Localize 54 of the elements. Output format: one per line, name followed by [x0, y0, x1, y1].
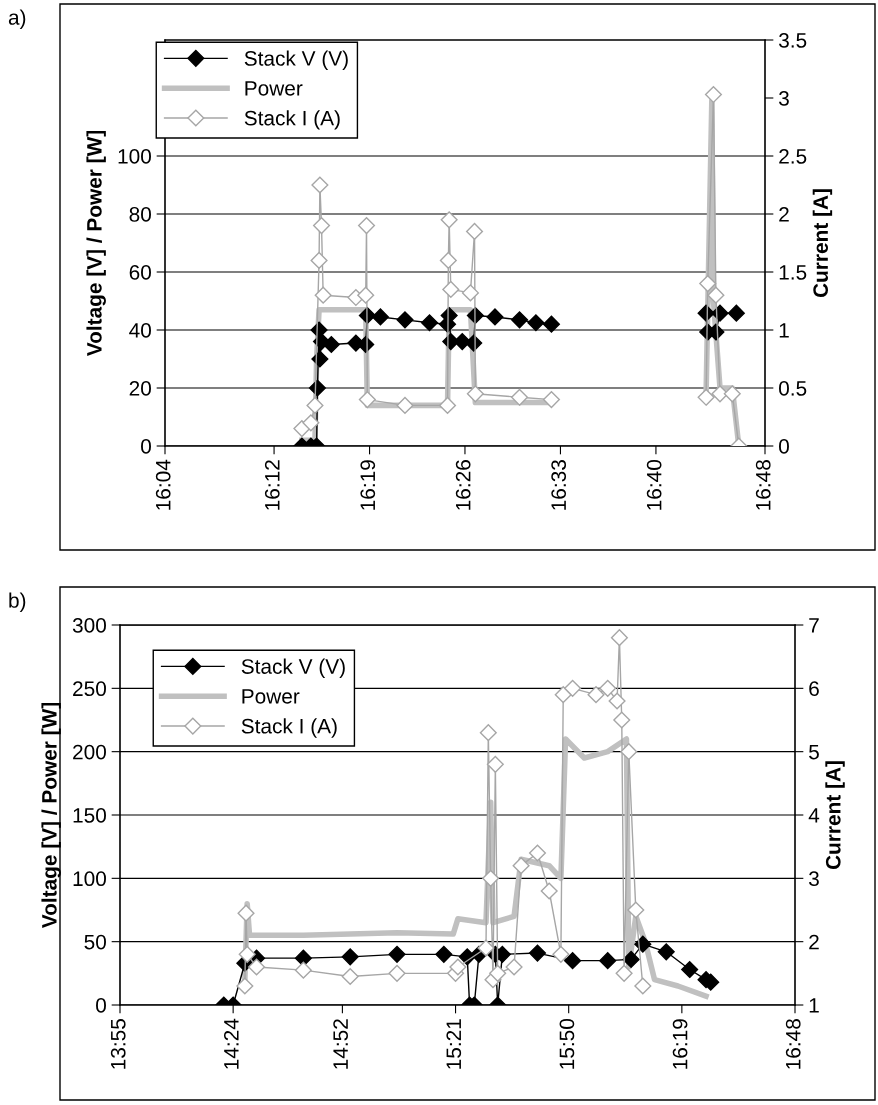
legend-label: Stack I (A) [241, 718, 337, 738]
y2-tick-label: 2 [809, 934, 819, 950]
y-tick-label: 200 [73, 744, 106, 760]
x-tick-label: 16:33 [551, 460, 567, 510]
text: b) [9, 592, 26, 612]
y2-tick-label: 2 [779, 207, 789, 222]
y-tick-label: 150 [73, 808, 106, 823]
y-axis-title: Voltage [V] / Power [W] [86, 130, 106, 357]
legend-label: Stack V (V) [244, 50, 348, 70]
x-tick-label: 15:50 [559, 1019, 575, 1069]
y2-tick-label: 3 [808, 871, 819, 887]
y2-tick-label: 4 [808, 808, 820, 823]
y-tick-label: 0 [141, 439, 151, 454]
y-tick-label: 60 [129, 265, 151, 280]
y2-axis-title: Current [A] [825, 761, 845, 870]
legend-label: Stack I (A) [244, 110, 340, 130]
y2-tick-label: 1 [779, 323, 789, 338]
x-tick-label: 16:19 [672, 1019, 688, 1069]
x-tick-label: 16:40 [646, 460, 662, 510]
y2-tick-label: 6 [809, 681, 819, 697]
y2-axis-title: Current [A] [812, 189, 833, 298]
y-tick-label: 40 [129, 323, 151, 338]
y-tick-label: 20 [129, 381, 151, 396]
x-tick-label: 16:04 [155, 459, 171, 510]
y2-tick-label: 3.5 [778, 33, 807, 48]
legend-label: Power [242, 689, 300, 704]
y2-tick-label: 0.5 [779, 381, 807, 396]
x-tick-label: 16:48 [785, 1019, 801, 1069]
y-tick-label: 80 [129, 207, 151, 222]
y2-tick-label: 2.5 [779, 149, 807, 164]
x-tick-label: 16:26 [455, 460, 471, 510]
x-tick-label: 16:48 [755, 460, 771, 510]
x-tick-label: 16:12 [264, 460, 280, 510]
y-tick-label: 100 [73, 871, 106, 887]
text: a) [8, 9, 26, 29]
y2-tick-label: 0 [779, 439, 789, 454]
x-tick-label: 13:55 [110, 1019, 126, 1069]
y-tick-label: 100 [118, 149, 151, 164]
y-tick-label: 250 [73, 681, 106, 697]
y-tick-label: 300 [72, 618, 106, 633]
x-tick-label: 16:19 [360, 460, 376, 510]
legend-label: Stack V (V) [241, 658, 345, 678]
y2-tick-label: 5 [809, 744, 819, 760]
x-tick-label: 14:52 [333, 1019, 348, 1069]
x-tick-label: 14:24 [223, 1018, 239, 1069]
y2-tick-label: 3 [778, 91, 789, 106]
y2-tick-label: 1.5 [779, 265, 807, 280]
y2-tick-label: 7 [809, 618, 819, 633]
y-tick-label: 0 [96, 998, 106, 1013]
legend-label: Power [245, 81, 303, 96]
y-axis-title: Voltage [V] / Power [W] [41, 702, 61, 929]
y-tick-label: 50 [84, 934, 106, 950]
y2-tick-label: 1 [809, 998, 819, 1013]
x-tick-label: 15:21 [446, 1019, 462, 1069]
